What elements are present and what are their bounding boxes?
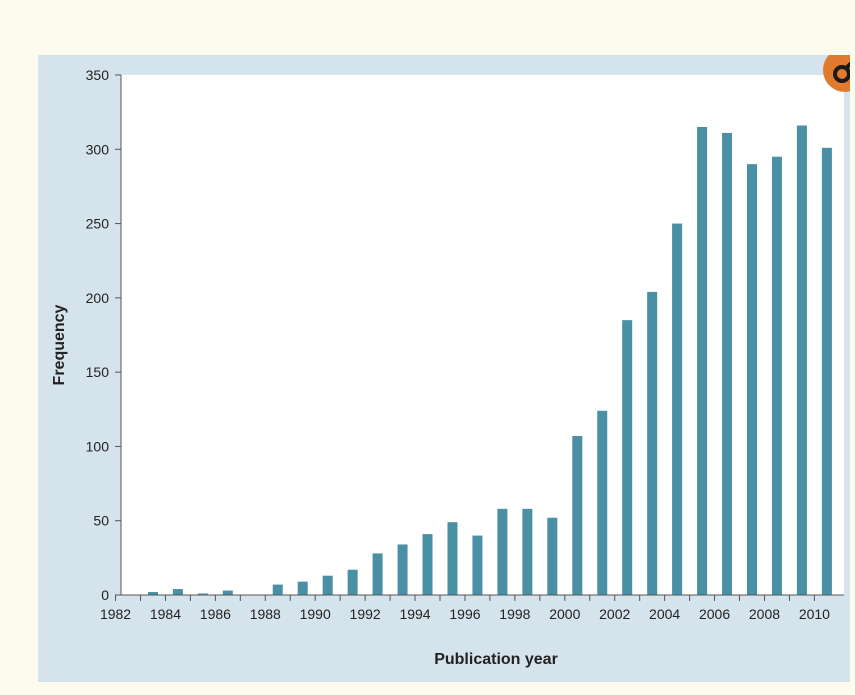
bar-1995 [447,522,458,595]
x-tick-label: 2008 [749,606,780,622]
x-tick-label: 1996 [449,606,480,622]
x-tick-label: 2006 [699,606,730,622]
bar-2001 [597,410,608,595]
x-tick-label: 1982 [100,606,131,622]
y-tick-label: 250 [86,216,110,232]
open-access-icon [823,55,850,92]
bar-2002 [622,320,633,595]
x-tick-label: 1994 [399,606,430,622]
bar-2007 [747,164,757,595]
bar-2009 [796,125,807,595]
x-axis-title: Publication year [434,651,558,668]
bar-1984 [172,589,183,595]
x-tick-label: 2002 [599,606,630,622]
bar-1986 [222,590,233,595]
x-tick-label: 1986 [200,606,231,622]
x-tick-label: 1984 [150,606,181,622]
bar-1992 [372,553,383,595]
bars-group [147,125,832,596]
x-tick-label: 1992 [350,606,381,622]
y-tick-label: 0 [101,587,109,603]
bar-1985 [197,593,208,595]
x-tick-label: 1998 [499,606,530,622]
bar-2010 [821,147,832,596]
x-axis-ticks: 1982 1984 1986 1988 1990 1992 1994 1996 1998 2000… [100,595,830,622]
plot-area [121,75,844,595]
bar-2008 [771,156,782,595]
figure-panel: 0 50 100 150 200 250 300 350 1982 1984 1986 1988 19… [38,55,850,682]
x-tick-label: 1988 [250,606,281,622]
bar-1988 [272,584,283,595]
y-axis-ticks: 0 50 100 150 200 250 300 350 [86,67,121,603]
bar-1994 [422,534,433,595]
bar-1989 [297,581,308,595]
y-tick-label: 50 [93,513,109,529]
y-tick-label: 350 [86,67,110,83]
bar-1999 [547,517,558,595]
y-axis-title: Frequency [51,304,68,385]
bar-1998 [522,508,533,595]
y-tick-label: 100 [86,438,110,454]
bar-1996 [472,535,483,595]
bar-1990 [322,575,333,595]
x-tick-label: 1990 [300,606,331,622]
bar-2000 [572,436,583,595]
bar-1993 [397,544,408,595]
bar-1991 [347,569,358,595]
x-tick-label: 2010 [799,606,830,622]
y-tick-label: 300 [86,141,110,157]
x-tick-label: 2000 [549,606,580,622]
y-tick-label: 200 [86,290,110,306]
x-tick-label: 2004 [649,606,680,622]
bar-1983 [147,592,158,595]
bar-2005 [697,127,708,595]
bar-2006 [722,132,733,595]
bar-1997 [497,508,508,595]
bar-2004 [672,223,683,595]
y-tick-label: 150 [86,364,110,380]
bar-2003 [647,291,658,595]
